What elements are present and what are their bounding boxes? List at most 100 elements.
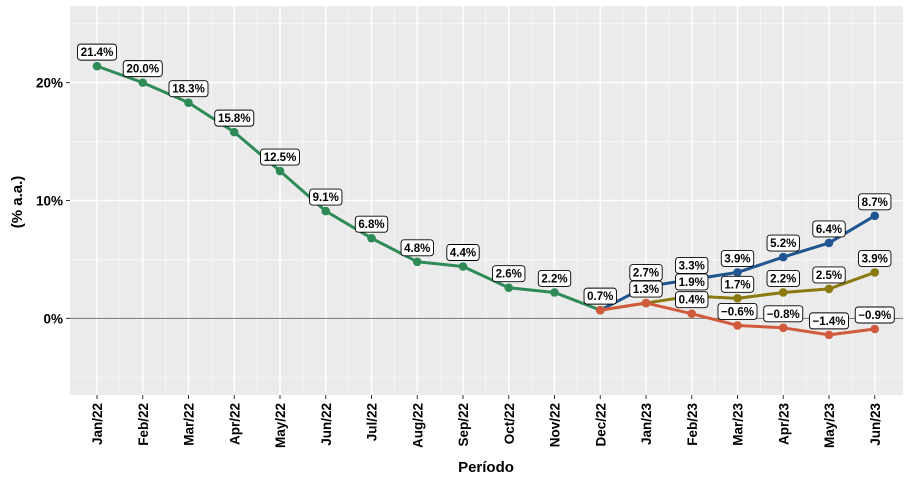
x-tick-label: Apr/22 <box>227 403 242 445</box>
data-label-text: 2.5% <box>816 270 842 282</box>
data-label-text: −1.4% <box>813 316 846 328</box>
x-tick-label: Oct/22 <box>502 403 517 444</box>
data-point <box>870 268 880 277</box>
data-label: 3.3% <box>675 257 709 274</box>
data-label-text: 2.7% <box>633 268 659 280</box>
data-point <box>824 330 834 340</box>
data-label-text: 4.8% <box>404 243 430 255</box>
data-label-text: 0.4% <box>679 295 705 307</box>
data-label-text: 1.3% <box>633 284 659 296</box>
data-label: 2.7% <box>629 264 663 282</box>
data-point <box>275 166 285 176</box>
data-label: 2.2% <box>766 269 800 287</box>
data-point <box>92 61 102 71</box>
x-tick-label: Jun/22 <box>319 403 334 446</box>
data-label-box <box>122 60 163 78</box>
data-label-box <box>809 312 849 330</box>
data-label-text: 2.2% <box>541 273 567 285</box>
data-point <box>458 262 468 271</box>
x-tick-label: May/22 <box>273 403 288 448</box>
data-label-box <box>446 244 480 261</box>
data-point <box>184 98 193 107</box>
data-label-text: −0.9% <box>858 310 891 322</box>
data-label: 0.7% <box>583 287 617 305</box>
data-label-box <box>168 80 209 98</box>
data-point <box>824 238 834 248</box>
data-label: 9.1% <box>309 188 343 206</box>
data-label-text: 15.8% <box>218 113 251 125</box>
x-tick-label: Mar/23 <box>731 403 746 446</box>
data-label-box <box>400 239 434 257</box>
data-label-text: 2.2% <box>770 273 796 285</box>
data-label: 1.7% <box>720 275 755 293</box>
data-label-text: 1.7% <box>724 279 750 291</box>
data-label-text: 8.7% <box>862 197 888 209</box>
data-label: 6.4% <box>812 220 846 238</box>
x-tick-label: Jul/22 <box>365 403 380 441</box>
data-label: 5.2% <box>766 234 800 252</box>
data-label-text: 0.7% <box>587 291 613 303</box>
x-tick-label: Feb/22 <box>136 403 151 446</box>
x-tick-label: Mar/22 <box>182 403 197 446</box>
data-label-text: 21.4% <box>81 47 114 59</box>
data-label-box <box>675 273 709 291</box>
data-point <box>778 288 788 297</box>
data-label-box <box>766 234 800 252</box>
y-tick-label: 0% <box>43 311 63 326</box>
x-tick-label: Jan/23 <box>639 403 654 446</box>
data-label: 21.4% <box>77 43 117 61</box>
y-axis-title: (% a.a.) <box>9 176 26 229</box>
data-label-text: 12.5% <box>264 152 297 164</box>
data-label-box <box>812 266 846 284</box>
data-label-text: −0.8% <box>767 309 800 321</box>
data-label-box <box>214 109 255 127</box>
data-label-text: 5.2% <box>770 238 796 250</box>
x-tick-label: Jan/22 <box>90 403 105 445</box>
x-tick-label: Aug/22 <box>410 403 425 448</box>
data-point <box>870 211 880 221</box>
data-point <box>870 324 880 334</box>
data-label-box <box>763 305 804 323</box>
data-label: 12.5% <box>260 148 300 166</box>
data-label: 18.3% <box>168 80 209 98</box>
data-label-box <box>629 264 663 282</box>
data-point <box>687 309 697 318</box>
data-label: 4.4% <box>446 244 480 261</box>
data-point <box>778 252 788 262</box>
data-point <box>229 127 239 137</box>
data-label: 3.9% <box>858 249 892 267</box>
data-label-box <box>675 291 709 309</box>
data-label: 0.4% <box>675 291 709 309</box>
data-label: 1.9% <box>675 273 709 291</box>
data-label-box <box>537 269 572 287</box>
data-label: 8.7% <box>858 193 892 211</box>
x-axis: Jan/22 Feb/22 Mar/22 Apr/22 May/22 Jun/22 Jul/… <box>90 395 883 448</box>
data-label-text: 20.0% <box>126 64 159 76</box>
data-label-text: 4.4% <box>450 248 476 260</box>
data-label-box <box>260 148 300 166</box>
data-point <box>733 294 742 303</box>
data-label-box <box>77 43 117 61</box>
data-label: −0.8% <box>763 305 804 323</box>
data-label-box <box>812 220 846 238</box>
data-label: 2.2% <box>537 269 572 287</box>
data-point <box>504 283 514 293</box>
data-label-box <box>720 275 755 293</box>
data-label: 3.9% <box>720 249 755 267</box>
y-tick-label: 10% <box>36 194 63 209</box>
data-label: 20.0% <box>122 60 163 78</box>
data-label-box <box>766 269 800 287</box>
data-label: −0.6% <box>717 303 758 320</box>
x-tick-label: Sep/22 <box>456 403 471 447</box>
data-label-text: 6.4% <box>816 224 842 236</box>
data-label-box <box>854 306 895 324</box>
data-label: 15.8% <box>214 109 255 127</box>
data-label-box <box>858 249 892 267</box>
data-point <box>733 268 742 277</box>
data-label: 6.8% <box>354 215 389 233</box>
data-label-box <box>675 257 709 274</box>
data-label: −0.9% <box>854 306 895 324</box>
data-point <box>595 305 605 315</box>
data-label-box <box>583 287 617 305</box>
